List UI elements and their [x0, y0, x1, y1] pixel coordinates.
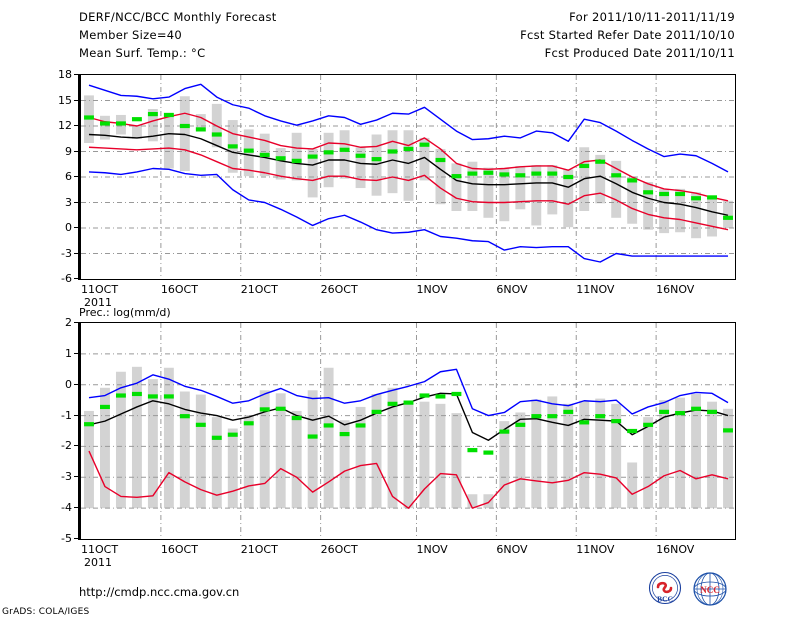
y-tick-label: 12 [58, 119, 72, 132]
y-tick-label: 0 [65, 377, 72, 391]
x-tick-label: 6NOV [496, 283, 528, 296]
x-tick-label: 16NOV [656, 283, 695, 296]
y-tick-label: -1 [61, 408, 72, 422]
observation-markers-group [84, 112, 733, 220]
range-bars-group [84, 95, 733, 239]
y-tick-mark [74, 99, 79, 101]
series-line [88, 112, 729, 202]
range-bars-group [84, 366, 733, 509]
y-tick-mark [74, 476, 79, 478]
x-tick-label: 16OCT [160, 283, 198, 296]
x-tick-label: 6NOV [496, 543, 528, 556]
svg-text:BCC: BCC [657, 595, 673, 604]
series-line [88, 368, 729, 417]
y-tick-label: 18 [58, 68, 72, 81]
y-tick-label: 3 [65, 195, 72, 209]
y-tick-mark [74, 201, 79, 203]
y-tick-label: 15 [58, 93, 72, 107]
y-tick-label: -5 [61, 532, 72, 545]
y-tick-mark [74, 352, 79, 354]
series-line [88, 450, 729, 509]
y-tick-label: 2 [65, 316, 72, 329]
y-tick-mark [74, 538, 79, 539]
forecast-title: DERF/NCC/BCC Monthly Forecast [79, 10, 277, 24]
y-tick-label: 9 [65, 144, 72, 158]
series-line [88, 83, 729, 173]
y-tick-label: -3 [61, 246, 72, 260]
x-tick-label: 11NOV [576, 543, 615, 556]
temperature-x-axis-year: 2011 [84, 296, 112, 309]
y-tick-mark [74, 414, 79, 416]
observation-markers-group [84, 391, 733, 455]
y-tick-mark [74, 278, 79, 279]
member-size-label: Member Size=40 [79, 28, 183, 42]
x-tick-label: 11OCT [81, 543, 119, 556]
series-line [88, 167, 729, 263]
y-tick-label: 6 [65, 170, 72, 183]
y-tick-mark [74, 125, 79, 126]
x-tick-label: 16NOV [656, 543, 695, 556]
y-tick-label: -4 [61, 501, 72, 515]
y-tick-mark [74, 252, 79, 254]
x-tick-label: 26OCT [320, 543, 358, 556]
y-tick-mark [74, 445, 79, 447]
temperature-plot-frame [78, 74, 736, 280]
precipitation-x-axis-year: 2011 [84, 556, 112, 569]
y-tick-mark [74, 383, 79, 385]
y-tick-label: 0 [65, 221, 72, 234]
x-tick-label: 11OCT [81, 283, 119, 296]
precipitation-panel-title: Prec.: log(mm/d) [79, 306, 171, 319]
series-line [88, 132, 729, 216]
grads-credit: GrADS: COLA/IGES [2, 607, 90, 617]
x-tick-label: 26OCT [320, 283, 358, 296]
precipitation-plot-frame [78, 322, 736, 540]
y-tick-label: -6 [61, 272, 72, 285]
x-tick-label: 21OCT [240, 283, 278, 296]
gridlines-group [81, 323, 736, 539]
series-line [88, 146, 729, 231]
fcst-produced-date: Fcst Produced Date 2011/10/11 [544, 46, 735, 60]
y-tick-mark [74, 507, 79, 509]
y-tick-mark [74, 322, 79, 323]
x-tick-label: 11NOV [576, 283, 615, 296]
x-tick-label: 16OCT [160, 543, 198, 556]
source-url[interactable]: http://cmdp.ncc.cma.gov.cn [79, 585, 240, 599]
svg-text:NCC: NCC [700, 585, 720, 595]
y-tick-mark [74, 150, 79, 152]
y-tick-label: -3 [61, 470, 72, 484]
y-tick-label: 1 [65, 346, 72, 360]
x-tick-label: 1NOV [416, 543, 448, 556]
gridlines-group [81, 75, 736, 279]
x-tick-label: 1NOV [416, 283, 448, 296]
forecast-period: For 2011/10/11-2011/11/19 [569, 10, 735, 24]
temperature-panel-title: Mean Surf. Temp.: °C [79, 46, 206, 60]
y-tick-mark [74, 74, 79, 75]
y-tick-mark [74, 227, 79, 228]
y-tick-label: -2 [61, 439, 72, 453]
x-tick-label: 21OCT [240, 543, 278, 556]
y-tick-mark [74, 176, 79, 177]
fcst-started-refer-date: Fcst Started Refer Date 2011/10/10 [520, 28, 735, 42]
